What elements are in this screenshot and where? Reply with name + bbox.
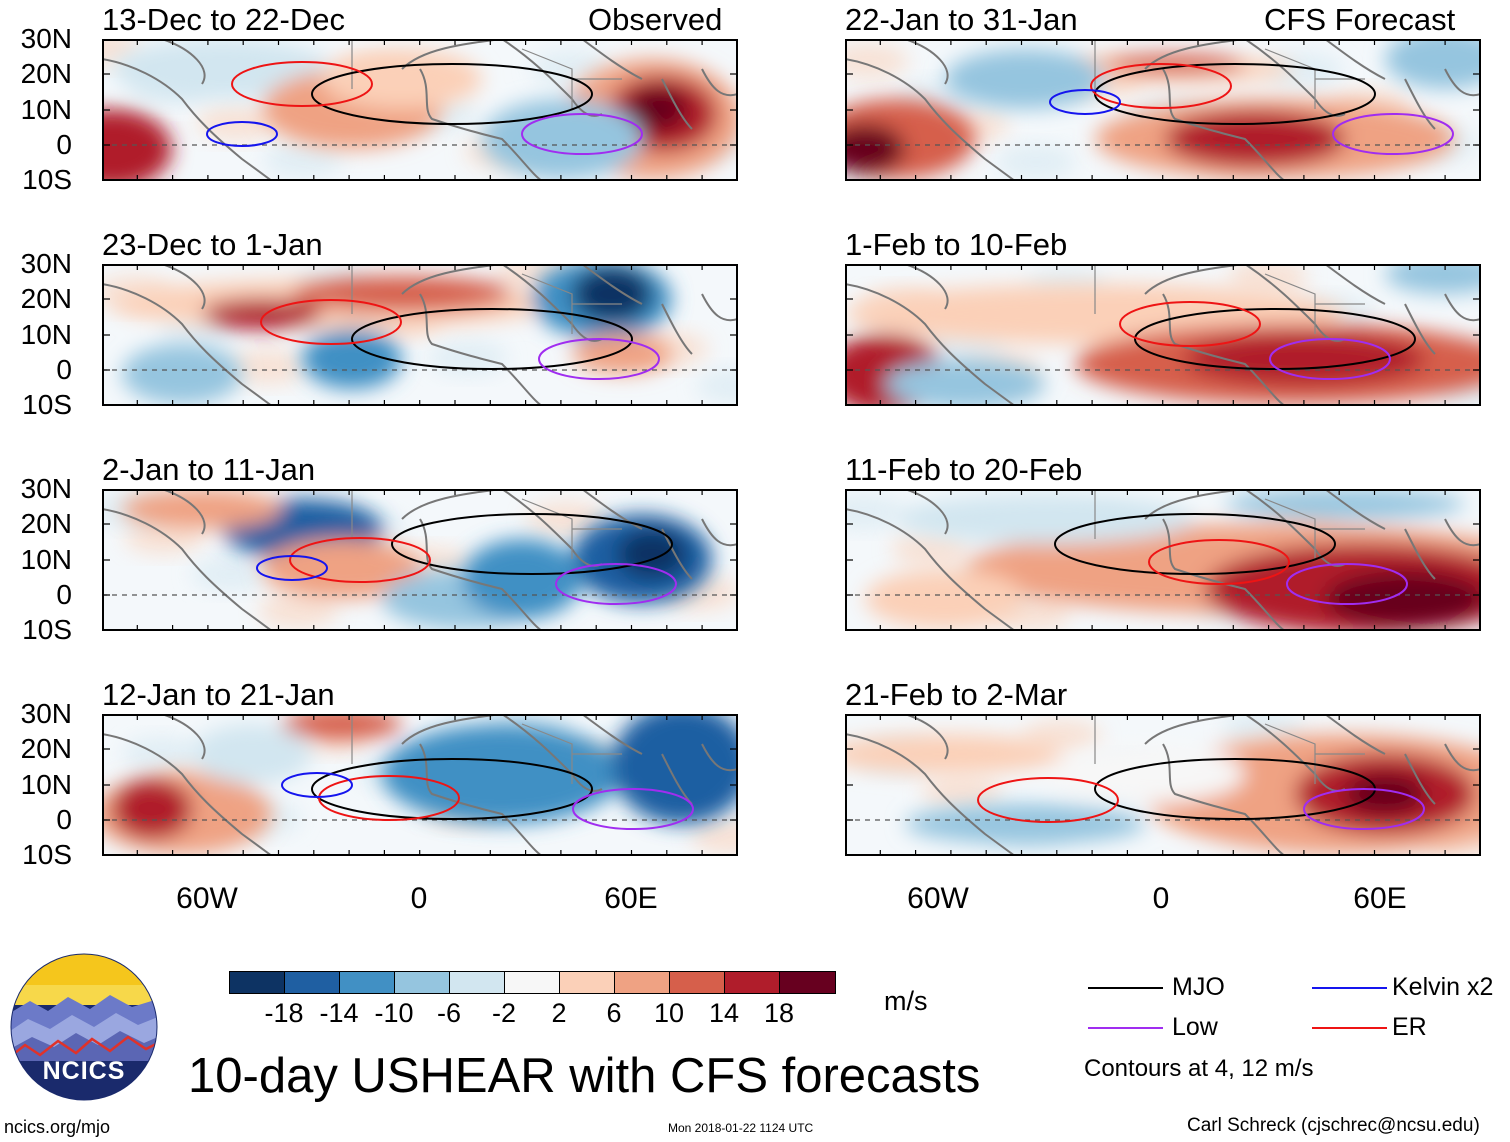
map-panel-7 [845,489,1481,631]
colorbar-units: m/s [884,986,928,1016]
colorbar-tick-label: 2 [551,998,567,1028]
legend-line-kelvin [1312,987,1387,989]
lon-label-60w-left: 60W [176,882,238,915]
lat-label-10s-row2: 10S [22,389,72,420]
map-panel-2 [102,264,738,406]
colorbar-swatch [779,971,836,994]
legend-label-er: ER [1392,1013,1427,1041]
lat-label-20n-row1: 20N [20,58,72,89]
logo-text: NCICS [42,1057,126,1085]
colorbar-tick-label: -10 [374,998,414,1028]
lat-label-0-row3: 0 [56,579,72,610]
lat-label-10n-row4: 10N [20,769,72,800]
colorbar-tick-label: -6 [436,998,461,1028]
legend-line-er [1312,1027,1387,1029]
colorbar-swatch [724,971,781,994]
lat-label-0-row2: 0 [56,354,72,385]
colorbar-tick-label: 14 [708,998,740,1028]
colorbar-tick-label: 6 [606,998,622,1028]
legend-line-low [1088,1027,1163,1029]
lat-label-10s-row1: 10S [22,164,72,195]
colorbar-swatch [229,971,286,994]
lat-label-20n-row2: 20N [20,283,72,314]
legend-line-mjo [1088,987,1163,989]
colorbar-tick-label: 10 [653,998,685,1028]
map-panel-8 [845,714,1481,856]
colorbar-tick-label: -2 [491,998,516,1028]
footer-url[interactable]: ncics.org/mjo [4,1117,111,1137]
panel-title-7: 11-Feb to 20-Feb [845,452,1083,487]
colorbar-swatch [669,971,726,994]
colorbar-swatch [339,971,396,994]
lat-label-10s-row4: 10S [22,839,72,870]
panel-title-5: 22-Jan to 31-Jan [845,2,1078,37]
lat-label-10n-row3: 10N [20,544,72,575]
lat-label-10s-row3: 10S [22,614,72,645]
contours-note: Contours at 4, 12 m/s [1084,1055,1314,1082]
panel-title-1: 13-Dec to 22-Dec [102,2,345,37]
forecast-label: CFS Forecast [1264,2,1456,37]
lat-label-0-row1: 0 [56,129,72,160]
observed-label: Observed [588,2,723,37]
panel-title-3: 2-Jan to 11-Jan [102,452,316,487]
panel-title-6: 1-Feb to 10-Feb [845,227,1068,262]
footer-credit: Carl Schreck (cjschrec@ncsu.edu) [1187,1115,1480,1136]
colorbar-tick-label: -14 [319,998,359,1028]
lat-label-10n-row1: 10N [20,94,72,125]
main-title: 10-day USHEAR with CFS forecasts [188,1049,981,1103]
lat-label-20n-row3: 20N [20,508,72,539]
colorbar-swatch [614,971,671,994]
map-panel-3 [102,489,738,631]
legend-label-kelvin: Kelvin x2 [1392,973,1494,1001]
lon-label-60w-right: 60W [907,882,969,915]
panel-title-8: 21-Feb to 2-Mar [845,677,1068,712]
legend-label-low: Low [1172,1013,1218,1041]
lat-label-10n-row2: 10N [20,319,72,350]
lon-label-0-right: 0 [1152,882,1170,915]
lat-label-0-row4: 0 [56,804,72,835]
colorbar-tick-label: 18 [763,998,795,1028]
panel-title-2: 23-Dec to 1-Jan [102,227,323,262]
colorbar-swatch [284,971,341,994]
colorbar-swatch [449,971,506,994]
lon-label-60e-right: 60E [1353,882,1407,915]
ncics-logo: NCICS [10,953,158,1101]
footer-timestamp: Mon 2018-01-22 1124 UTC [668,1121,814,1135]
lat-label-30n-row3: 30N [20,473,72,504]
colorbar-swatch [394,971,451,994]
lat-label-30n-row4: 30N [20,698,72,729]
colorbar-tick-label: -18 [264,998,304,1028]
map-panel-5 [845,39,1481,181]
map-panel-6 [845,264,1481,406]
map-panel-1 [102,39,738,181]
lat-label-30n-row1: 30N [20,23,72,54]
lon-label-60e-left: 60E [604,882,658,915]
lat-label-30n-row2: 30N [20,248,72,279]
lon-label-0-left: 0 [410,882,428,915]
legend-label-mjo: MJO [1172,973,1225,1001]
panel-title-4: 12-Jan to 21-Jan [102,677,335,712]
colorbar-swatch [504,971,561,994]
colorbar-swatch [559,971,616,994]
lat-label-20n-row4: 20N [20,733,72,764]
map-panel-4 [102,714,738,856]
